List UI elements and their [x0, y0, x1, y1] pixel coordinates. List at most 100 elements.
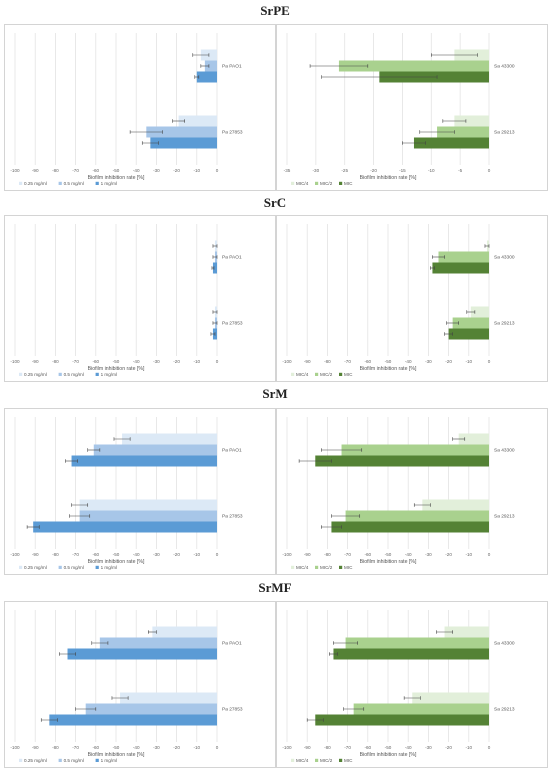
section-title-srpe: SrPE	[260, 3, 290, 18]
category-label: Pa PAO1	[222, 64, 242, 70]
tick-label: -30	[425, 359, 432, 364]
tick-label: -40	[133, 359, 140, 364]
legend-label: 0.5 mg/ml	[64, 181, 84, 186]
tick-label: -70	[344, 745, 351, 750]
error-bar	[71, 503, 89, 507]
bar-pa-27853-1-mg-ml	[49, 714, 218, 726]
tick-label: 0	[488, 552, 491, 557]
legend-label: 0.25 mg/ml	[24, 181, 47, 186]
tick-label: -40	[405, 745, 412, 750]
legend-label: MIC/4	[296, 565, 309, 570]
error-bar	[403, 696, 421, 700]
tick-label: -70	[72, 359, 79, 364]
error-bar	[484, 244, 490, 248]
legend-label: 0.25 mg/ml	[24, 372, 47, 377]
x-axis-label: Biofilm inhibition rate [%]	[360, 366, 417, 372]
legend-label: MIC	[344, 372, 353, 377]
error-bar	[141, 141, 159, 145]
bar-pa-pao1-1-mg-ml	[71, 455, 217, 467]
bar-sa-43300-mic	[315, 455, 489, 467]
chart-panel-src-sa: -100 -90 -80 -70 -60 -50 -40 -30 -20 -10 0 Sa 43300…	[276, 215, 548, 382]
error-bar	[129, 130, 163, 134]
tick-label: 0	[216, 359, 219, 364]
tick-label: -100	[282, 552, 292, 557]
category-label: Sa 29213	[494, 707, 515, 713]
error-bar	[40, 718, 58, 722]
tick-label: -30	[153, 359, 160, 364]
bar-pa-27853-0-5-mg-ml	[146, 126, 217, 138]
bar-pa-pao1-1-mg-ml	[196, 71, 217, 83]
bar-chart: -100 -90 -80 -70 -60 -50 -40 -30 -20 -10 0Pa PAO1P…	[10, 610, 243, 763]
tick-label: -70	[72, 168, 79, 173]
tick-label: -40	[133, 552, 140, 557]
error-bar	[321, 448, 363, 452]
tick-label: -20	[445, 552, 452, 557]
error-bar	[329, 652, 338, 656]
error-bar	[419, 130, 455, 134]
tick-label: -15	[399, 168, 406, 173]
error-bar	[430, 266, 435, 270]
error-bar	[26, 525, 40, 529]
legend-item-0-5-mg-ml: 0.5 mg/ml	[58, 565, 84, 570]
legend-item-mic: MIC	[339, 372, 353, 377]
bar-chart: -100 -90 -80 -70 -60 -50 -40 -30 -20 -10 0Sa 43300…	[282, 224, 515, 377]
error-bar	[192, 53, 210, 57]
bar-sa-29213-mic-2	[353, 703, 489, 715]
bar-sa-29213-mic-4	[422, 499, 489, 511]
legend-swatch	[58, 758, 62, 762]
bar-sa-43300-mic-2	[345, 637, 489, 649]
bar-sa-43300-mic	[333, 648, 489, 660]
legend-label: 0.25 mg/ml	[24, 758, 47, 763]
legend-item-0-5-mg-ml: 0.5 mg/ml	[58, 181, 84, 186]
tick-label: -10	[193, 359, 200, 364]
tick-label: 0	[488, 168, 491, 173]
tick-label: -5	[458, 168, 463, 173]
tick-label: -80	[324, 359, 331, 364]
error-bar	[436, 630, 453, 634]
error-bar	[69, 514, 91, 518]
legend-item-1-mg-ml: 1 mg/ml	[95, 758, 117, 763]
bar-sa-29213-mic-2	[345, 510, 489, 522]
tick-label: -10	[428, 168, 435, 173]
category-label: Sa 43300	[494, 255, 515, 261]
bar-pa-pao1-0-5-mg-ml	[99, 637, 217, 649]
error-bar	[306, 718, 324, 722]
tick-label: -30	[153, 168, 160, 173]
error-bar	[452, 437, 466, 441]
legend-swatch	[315, 372, 319, 376]
legend-label: MIC/4	[296, 181, 309, 186]
tick-label: -20	[173, 359, 180, 364]
bar-pa-27853-1-mg-ml	[33, 521, 218, 533]
bar-sa-43300-mic-2	[338, 60, 489, 72]
error-bar	[446, 321, 459, 325]
section-title-srm: SrM	[262, 386, 288, 401]
tick-label: -60	[364, 745, 371, 750]
error-bar	[75, 707, 97, 711]
error-bar	[321, 75, 438, 79]
tick-label: -60	[92, 359, 99, 364]
legend-item-1-mg-ml: 1 mg/ml	[95, 181, 117, 186]
legend-item-1-mg-ml: 1 mg/ml	[95, 565, 117, 570]
legend-label: MIC	[344, 758, 353, 763]
legend-label: 1 mg/ml	[101, 565, 117, 570]
chart-panel-src-pa: -100 -90 -80 -70 -60 -50 -40 -30 -20 -10 0 Pa PAO1 P…	[4, 215, 276, 382]
error-bar	[432, 255, 445, 259]
tick-label: -70	[344, 359, 351, 364]
error-bar	[200, 64, 210, 68]
tick-label: -90	[304, 359, 311, 364]
bar-sa-43300-mic-4	[444, 626, 489, 638]
tick-label: -90	[32, 359, 39, 364]
chart-panel-srpe-sa: -35 -30 -25 -20 -15 -10 -5 0 Sa 43300 Sa 29213 Bio…	[276, 24, 548, 191]
tick-label: -50	[385, 359, 392, 364]
legend-item-1-mg-ml: 1 mg/ml	[95, 372, 117, 377]
tick-label: 0	[488, 745, 491, 750]
category-label: Sa 43300	[494, 641, 515, 647]
error-bar	[194, 75, 200, 79]
legend-label: MIC/2	[320, 565, 333, 570]
legend-item-mic-4: MIC/4	[291, 758, 309, 763]
tick-label: -30	[153, 552, 160, 557]
x-axis-label: Biofilm inhibition rate [%]	[360, 559, 417, 565]
tick-label: -10	[465, 745, 472, 750]
legend-swatch	[315, 181, 319, 185]
bar-chart: -35 -30 -25 -20 -15 -10 -5 0 Sa 43300 Sa 29213 Bio…	[284, 33, 515, 186]
